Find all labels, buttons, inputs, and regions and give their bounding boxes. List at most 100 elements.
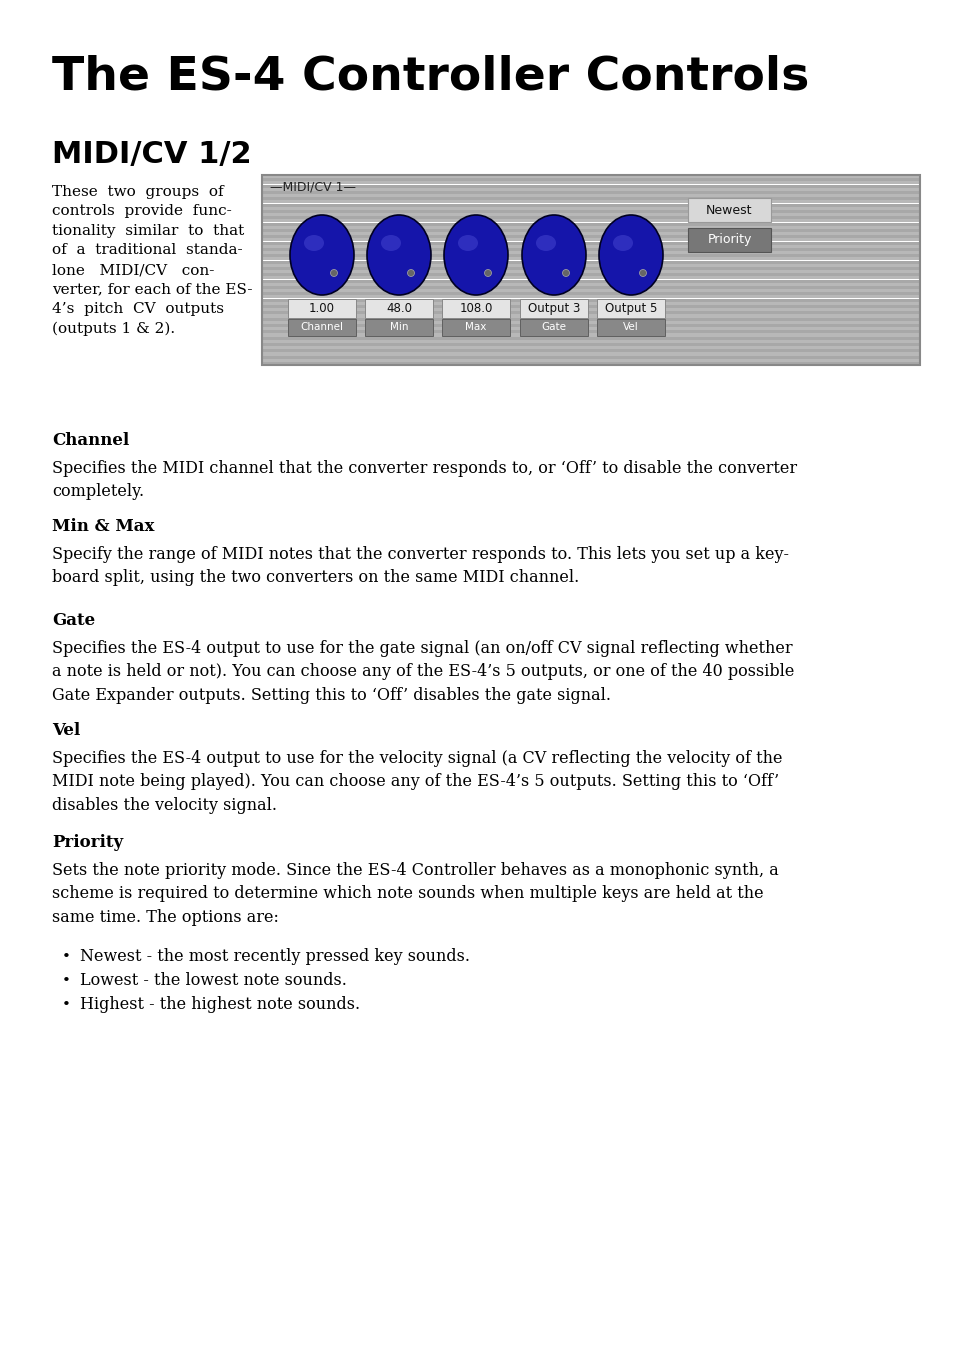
Bar <box>262 317 919 321</box>
Bar <box>262 213 919 216</box>
Text: Lowest - the lowest note sounds.: Lowest - the lowest note sounds. <box>80 972 347 990</box>
Ellipse shape <box>367 215 431 296</box>
Bar <box>262 286 919 289</box>
Bar <box>262 216 919 219</box>
Ellipse shape <box>330 270 337 277</box>
Text: Min & Max: Min & Max <box>52 518 154 535</box>
Bar <box>262 209 919 213</box>
Bar <box>262 310 919 315</box>
Bar <box>597 319 664 336</box>
Text: Highest - the highest note sounds.: Highest - the highest note sounds. <box>80 996 359 1012</box>
Bar <box>262 315 919 317</box>
Text: Specifies the ES-4 output to use for the gate signal (an on/off CV signal reflec: Specifies the ES-4 output to use for the… <box>52 640 794 703</box>
Bar <box>441 298 510 319</box>
Text: —MIDI/CV 1—: —MIDI/CV 1— <box>270 181 355 194</box>
Bar <box>262 355 919 359</box>
Text: Newest: Newest <box>705 204 752 216</box>
Bar <box>262 200 919 204</box>
Ellipse shape <box>613 235 633 251</box>
Bar <box>262 279 919 282</box>
Bar <box>365 319 433 336</box>
Bar <box>262 273 919 277</box>
Bar <box>262 267 919 270</box>
Text: 4’s  pitch  CV  outputs: 4’s pitch CV outputs <box>52 302 224 316</box>
Bar <box>262 188 919 190</box>
Bar <box>262 331 919 333</box>
Bar <box>262 207 919 209</box>
Bar <box>262 301 919 305</box>
Bar <box>262 232 919 235</box>
Text: Vel: Vel <box>52 722 80 738</box>
Bar <box>262 324 919 327</box>
Bar <box>597 298 664 319</box>
Bar <box>262 296 919 298</box>
Bar <box>262 340 919 343</box>
Text: tionality  similar  to  that: tionality similar to that <box>52 224 244 238</box>
Bar <box>262 254 919 258</box>
Bar <box>262 343 919 346</box>
Text: Gate: Gate <box>541 323 566 332</box>
Ellipse shape <box>639 270 646 277</box>
Bar <box>262 282 919 286</box>
Bar <box>262 248 919 251</box>
Text: •: • <box>62 950 71 964</box>
Text: •: • <box>62 998 71 1012</box>
Text: Specify the range of MIDI notes that the converter responds to. This lets you se: Specify the range of MIDI notes that the… <box>52 545 788 586</box>
Ellipse shape <box>536 235 556 251</box>
Text: Vel: Vel <box>622 323 639 332</box>
Bar <box>262 176 919 178</box>
Text: Specifies the MIDI channel that the converter responds to, or ‘Off’ to disable t: Specifies the MIDI channel that the conv… <box>52 460 797 501</box>
Text: of  a  traditional  standa-: of a traditional standa- <box>52 243 242 258</box>
Bar <box>262 289 919 292</box>
Text: Gate: Gate <box>52 612 95 629</box>
Bar <box>262 305 919 308</box>
Bar <box>519 319 587 336</box>
Bar <box>262 176 919 364</box>
Text: Channel: Channel <box>52 432 129 450</box>
Bar <box>262 223 919 225</box>
Bar <box>262 230 919 232</box>
Bar <box>262 178 919 181</box>
Ellipse shape <box>484 270 491 277</box>
Text: The ES-4 Controller Controls: The ES-4 Controller Controls <box>52 55 808 100</box>
Bar <box>262 308 919 310</box>
Bar <box>262 244 919 248</box>
Bar <box>262 197 919 200</box>
Bar <box>262 194 919 197</box>
Ellipse shape <box>562 270 569 277</box>
Text: Output 5: Output 5 <box>604 302 657 315</box>
Bar <box>262 204 919 207</box>
Ellipse shape <box>598 215 662 296</box>
Bar <box>262 336 919 340</box>
Text: Channel: Channel <box>300 323 343 332</box>
Ellipse shape <box>443 215 507 296</box>
Text: •: • <box>62 973 71 988</box>
Bar <box>262 346 919 350</box>
Ellipse shape <box>407 270 414 277</box>
Bar <box>262 298 919 301</box>
Bar <box>262 327 919 331</box>
Text: MIDI/CV 1/2: MIDI/CV 1/2 <box>52 140 252 169</box>
Text: These  two  groups  of: These two groups of <box>52 185 223 198</box>
Bar <box>262 258 919 261</box>
Bar <box>687 228 770 252</box>
Text: lone   MIDI/CV   con-: lone MIDI/CV con- <box>52 263 214 277</box>
Bar <box>262 321 919 324</box>
Text: Output 3: Output 3 <box>527 302 579 315</box>
Text: 1.00: 1.00 <box>309 302 335 315</box>
Text: 48.0: 48.0 <box>386 302 412 315</box>
Text: (outputs 1 & 2).: (outputs 1 & 2). <box>52 321 175 336</box>
Bar <box>262 239 919 242</box>
Text: controls  provide  func-: controls provide func- <box>52 204 232 219</box>
Text: Priority: Priority <box>706 234 751 247</box>
Bar <box>262 362 919 364</box>
Bar <box>519 298 587 319</box>
Bar <box>262 190 919 194</box>
Bar <box>262 263 919 267</box>
Bar <box>365 298 433 319</box>
Ellipse shape <box>521 215 585 296</box>
Bar <box>262 292 919 296</box>
Bar <box>441 319 510 336</box>
Bar <box>262 235 919 239</box>
Bar <box>262 350 919 352</box>
